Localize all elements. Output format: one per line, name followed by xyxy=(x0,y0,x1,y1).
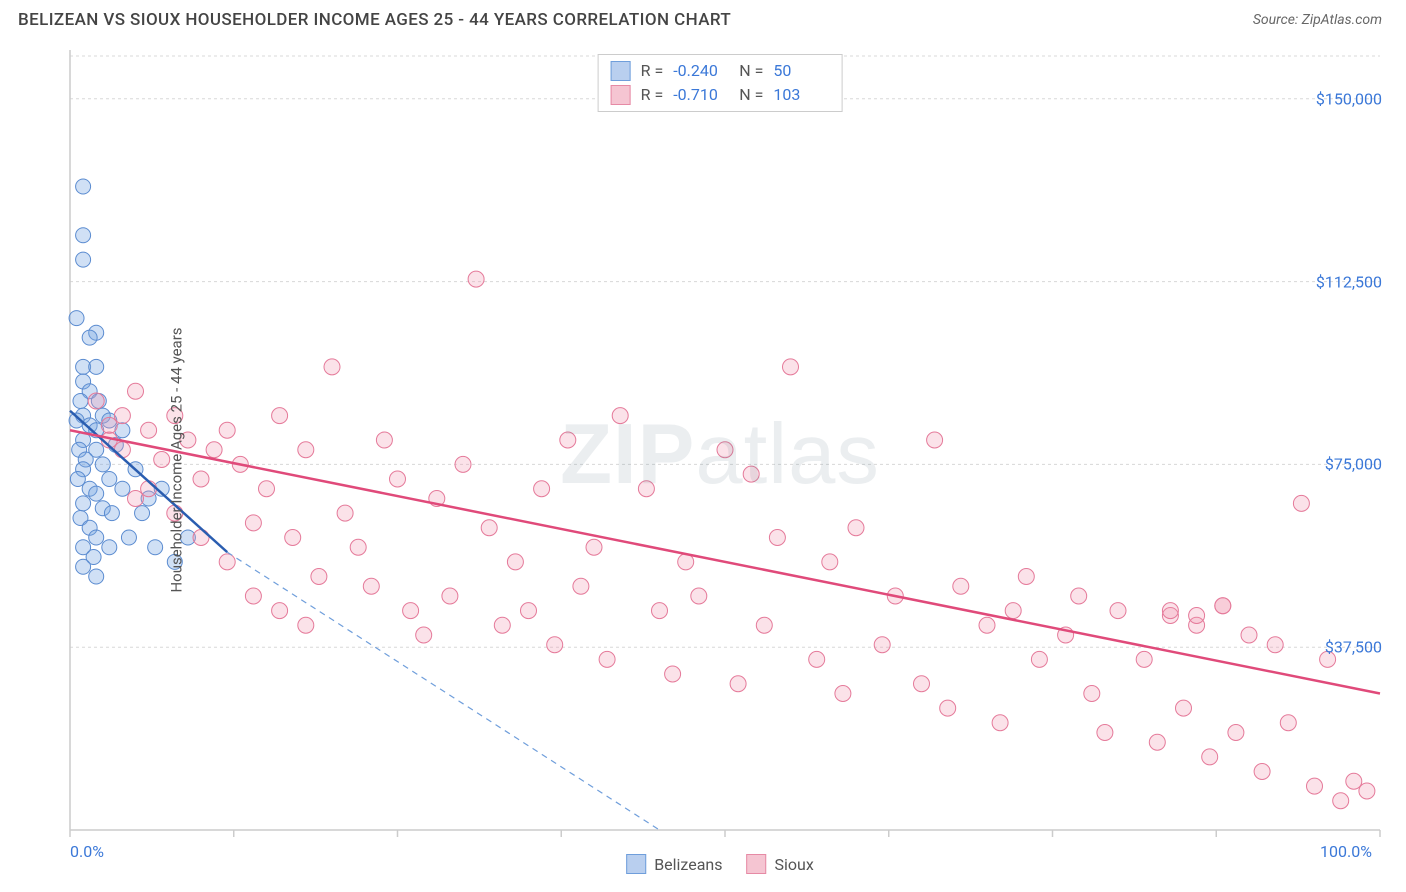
r-label: R = xyxy=(641,59,664,83)
n-value-belizeans: 50 xyxy=(773,59,829,83)
n-value-sioux: 103 xyxy=(773,83,829,107)
r-value-sioux: -0.710 xyxy=(673,83,729,107)
legend-item-sioux: Sioux xyxy=(747,854,814,874)
r-value-belizeans: -0.240 xyxy=(673,59,729,83)
stats-row-sioux: R = -0.710 N = 103 xyxy=(611,83,830,107)
legend-item-belizeans: Belizeans xyxy=(626,854,722,874)
legend-label-sioux: Sioux xyxy=(775,855,814,874)
source-attribution: Source: ZipAtlas.com xyxy=(1253,12,1382,28)
y-tick-label: $150,000 xyxy=(1316,89,1382,108)
swatch-belizeans xyxy=(611,61,631,81)
legend-swatch-sioux xyxy=(747,854,767,874)
y-tick-label: $37,500 xyxy=(1325,638,1382,657)
swatch-sioux xyxy=(611,85,631,105)
x-tick-label: 0.0% xyxy=(70,842,104,861)
stats-row-belizeans: R = -0.240 N = 50 xyxy=(611,59,830,83)
n-label: N = xyxy=(739,59,763,83)
source-name: ZipAtlas.com xyxy=(1302,12,1382,28)
stats-legend: R = -0.240 N = 50 R = -0.710 N = 103 xyxy=(598,54,843,112)
chart-container: Householder Income Ages 25 - 44 years ZI… xyxy=(50,50,1390,870)
r-label: R = xyxy=(641,83,664,107)
y-tick-label: $75,000 xyxy=(1325,455,1382,474)
n-label: N = xyxy=(739,83,763,107)
y-axis-label: Householder Income Ages 25 - 44 years xyxy=(168,327,186,592)
series-legend: Belizeans Sioux xyxy=(626,854,814,874)
legend-label-belizeans: Belizeans xyxy=(654,855,722,874)
scatter-plot xyxy=(50,50,1390,870)
y-tick-label: $112,500 xyxy=(1316,272,1382,291)
source-prefix: Source: xyxy=(1253,12,1302,28)
chart-title: BELIZEAN VS SIOUX HOUSEHOLDER INCOME AGE… xyxy=(18,10,731,30)
x-tick-label: 100.0% xyxy=(1320,842,1372,861)
legend-swatch-belizeans xyxy=(626,854,646,874)
